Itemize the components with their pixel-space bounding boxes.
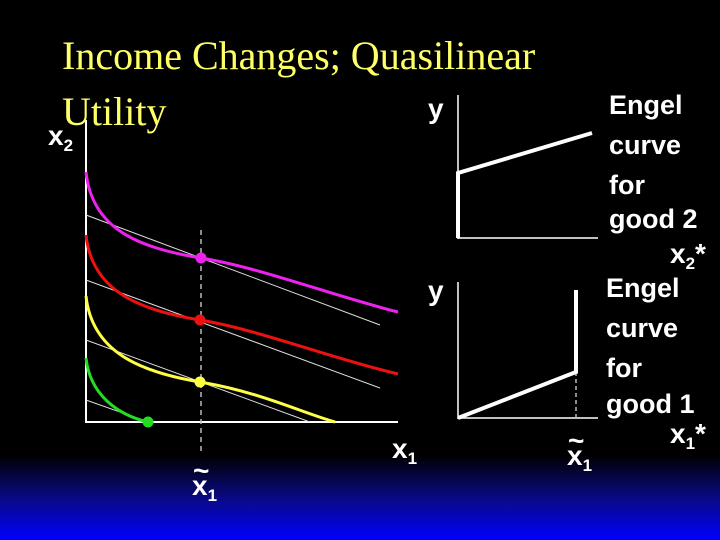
caption-line: good 1 <box>606 389 695 419</box>
subscript: 1 <box>408 449 417 468</box>
x-axis-label: x1 <box>392 433 417 468</box>
caption-line: Engel <box>609 90 683 120</box>
marker-label: x1 <box>192 470 217 505</box>
subscript: 2 <box>686 254 695 273</box>
symbol: x <box>670 418 686 449</box>
caption-line: Engel <box>606 273 680 303</box>
budget-line <box>85 279 381 389</box>
slide-title: Income Changes; Quasilinear Utility <box>62 33 536 134</box>
optimum-point <box>195 252 207 264</box>
optimum-point <box>194 376 206 388</box>
caption-line: curve <box>606 313 678 343</box>
indifference-curve <box>84 234 399 376</box>
caption-line: for <box>609 170 645 200</box>
indifference-curve <box>84 357 149 424</box>
x-axis-label: x1* <box>670 418 706 453</box>
subscript: 1 <box>208 486 217 505</box>
caption-line: good 2 <box>609 204 698 234</box>
subscript: 2 <box>64 136 73 155</box>
left-panel: x2 x1 ~ x1 <box>48 120 417 505</box>
engel-curve <box>457 290 578 420</box>
optimum-point <box>142 416 154 428</box>
marker-label: x1 <box>567 440 592 475</box>
symbol: x <box>392 433 408 464</box>
symbol: x <box>48 120 64 151</box>
caption-line: curve <box>609 130 681 160</box>
caption-line: for <box>606 353 642 383</box>
optimum-point <box>194 314 206 326</box>
engel-curve <box>456 131 593 238</box>
y-axis-label: y <box>428 275 444 306</box>
y-axis-label: x2 <box>48 120 73 155</box>
symbol: x <box>192 470 208 501</box>
y-axis-label: y <box>428 93 444 124</box>
indifference-curve <box>84 171 399 314</box>
marker-accent: ~ <box>568 425 584 456</box>
subscript: 1 <box>583 456 592 475</box>
x-axis-label: x2* <box>670 238 706 273</box>
top-right-panel: y x2* Engel curve for good 2 <box>428 90 706 273</box>
suffix: * <box>695 238 706 269</box>
symbol: x <box>567 440 583 471</box>
budget-line <box>85 214 381 326</box>
marker-accent: ~ <box>193 455 209 486</box>
bottom-right-panel: y x1* ~ x1 Engel curve for good 1 <box>428 273 706 475</box>
subscript: 1 <box>686 434 695 453</box>
symbol: x <box>670 238 686 269</box>
indifference-curve <box>84 295 336 424</box>
suffix: * <box>695 418 706 449</box>
